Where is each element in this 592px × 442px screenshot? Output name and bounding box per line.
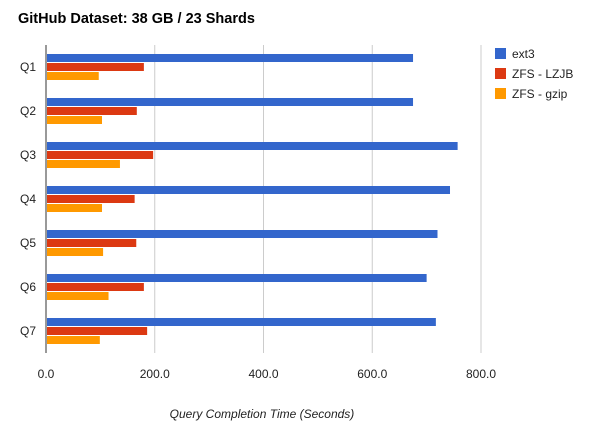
bar-ext3-q1 — [47, 54, 414, 62]
legend-label: ext3 — [512, 47, 535, 61]
x-tick-label: 600.0 — [357, 367, 387, 381]
x-tick-label: 0.0 — [38, 367, 55, 381]
bar-zfs-lzjb-q2 — [47, 107, 137, 115]
x-tick-label: 400.0 — [248, 367, 278, 381]
bar-ext3-q2 — [47, 98, 414, 106]
legend-label: ZFS - LZJB — [512, 67, 573, 81]
legend: ext3 ZFS - LZJB ZFS - gzip — [495, 47, 573, 101]
legend-swatch — [495, 68, 506, 79]
legend-swatch — [495, 88, 506, 99]
bar-zfs-lzjb-q1 — [47, 63, 144, 71]
bar-zfs-gzip-q2 — [47, 116, 103, 124]
grid-lines — [154, 45, 482, 353]
axes: 0.0 200.0 400.0 600.0 800.0 Q1 Q2 Q3 Q4 Q5 Q6 Q7 — [20, 45, 496, 381]
legend-label: ZFS - gzip — [512, 87, 568, 101]
bar-ext3-q5 — [47, 230, 438, 238]
y-category-label: Q1 — [20, 60, 36, 74]
bar-zfs-lzjb-q4 — [47, 195, 135, 203]
bar-zfs-gzip-q3 — [47, 160, 120, 168]
chart-title: GitHub Dataset: 38 GB / 23 Shards — [18, 11, 255, 27]
y-category-label: Q4 — [20, 192, 36, 206]
bar-zfs-lzjb-q6 — [47, 283, 144, 291]
legend-swatch — [495, 48, 506, 59]
bar-zfs-lzjb-q7 — [47, 327, 148, 335]
bar-zfs-gzip-q1 — [47, 72, 99, 80]
y-category-label: Q7 — [20, 324, 36, 338]
bar-zfs-lzjb-q5 — [47, 239, 137, 247]
bar-zfs-gzip-q7 — [47, 336, 100, 344]
bar-zfs-lzjb-q3 — [47, 151, 154, 159]
bar-ext3-q4 — [47, 186, 451, 194]
y-category-label: Q3 — [20, 148, 36, 162]
bar-zfs-gzip-q6 — [47, 292, 109, 300]
y-category-label: Q2 — [20, 104, 36, 118]
bars — [47, 54, 458, 344]
x-axis-title: Query Completion Time (Seconds) — [170, 407, 355, 421]
bar-zfs-gzip-q4 — [47, 204, 103, 212]
bar-ext3-q3 — [47, 142, 458, 150]
y-category-label: Q5 — [20, 236, 36, 250]
bar-ext3-q7 — [47, 318, 436, 326]
x-tick-label: 200.0 — [140, 367, 170, 381]
x-tick-label: 800.0 — [466, 367, 496, 381]
bar-ext3-q6 — [47, 274, 427, 282]
bar-zfs-gzip-q5 — [47, 248, 104, 256]
y-category-label: Q6 — [20, 280, 36, 294]
